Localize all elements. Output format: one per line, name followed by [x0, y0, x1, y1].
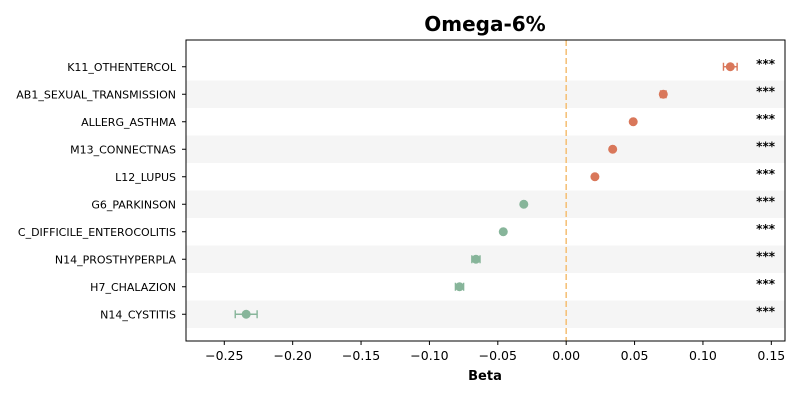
- y-tick-label: ALLERG_ASTHMA: [81, 116, 176, 129]
- significance-label: ***: [756, 194, 776, 208]
- row-band: [186, 190, 785, 218]
- beta-point: [519, 199, 529, 209]
- beta-point: [628, 117, 638, 127]
- row-bands: [186, 80, 785, 328]
- x-tick-label: 0.05: [621, 348, 649, 363]
- x-tick-label: −0.25: [205, 348, 243, 363]
- beta-point: [241, 309, 251, 319]
- y-tick-label: K11_OTHENTERCOL: [67, 61, 177, 74]
- plot-frame: [185, 39, 786, 342]
- beta-point: [608, 144, 618, 154]
- significance-label: ***: [756, 139, 776, 153]
- x-tick-label: −0.15: [342, 348, 380, 363]
- forest-row: ***: [471, 249, 776, 264]
- y-tick-label: AB1_SEXUAL_TRANSMISSION: [16, 88, 176, 101]
- significance-label: ***: [756, 277, 776, 291]
- y-tick-label: M13_CONNECTNAS: [70, 143, 176, 156]
- significance-label: ***: [756, 222, 776, 236]
- x-axis-label: Beta: [468, 369, 502, 384]
- significance-label: ***: [756, 57, 776, 71]
- significance-label: ***: [756, 249, 776, 263]
- x-tick-label: −0.20: [274, 348, 312, 363]
- beta-point: [658, 89, 668, 99]
- x-tick-label: 0.15: [757, 348, 785, 363]
- chart-title: Omega-6%: [424, 12, 545, 36]
- row-band: [186, 135, 785, 163]
- beta-point: [590, 172, 600, 182]
- row-band: [186, 80, 785, 108]
- significance-label: ***: [756, 304, 776, 318]
- rows: *** *** *** *** *** *** *** *** *** ***: [234, 57, 776, 319]
- significance-label: ***: [756, 167, 776, 181]
- x-tick-label: 0.00: [552, 348, 580, 363]
- x-tick-label: 0.10: [689, 348, 717, 363]
- y-tick-label: C_DIFFICILE_ENTEROCOLITIS: [18, 226, 176, 239]
- x-tick-label: −0.10: [410, 348, 448, 363]
- beta-point: [471, 254, 481, 264]
- x-axis: −0.25 −0.20 −0.15 −0.10 −0.05 0.00 0.05 0.10 0.1…: [205, 341, 785, 363]
- y-tick-label: H7_CHALAZION: [90, 281, 176, 294]
- forest-row: ***: [658, 84, 776, 99]
- forest-row: ***: [498, 222, 776, 237]
- x-tick-label: −0.05: [479, 348, 517, 363]
- y-tick-label: N14_PROSTHYPERPLA: [55, 253, 177, 266]
- forest-row: ***: [454, 277, 776, 292]
- row-band: [186, 300, 785, 328]
- beta-point: [455, 282, 465, 292]
- forest-row: ***: [722, 57, 776, 72]
- forest-row: ***: [608, 139, 776, 154]
- y-tick-label: G6_PARKINSON: [91, 198, 176, 211]
- forest-row: ***: [234, 304, 776, 319]
- significance-label: ***: [756, 84, 776, 98]
- beta-point: [725, 62, 735, 72]
- y-tick-label: L12_LUPUS: [115, 171, 176, 184]
- forest-row: ***: [628, 112, 776, 127]
- significance-label: ***: [756, 112, 776, 126]
- forest-row: ***: [590, 167, 776, 182]
- row-band: [186, 245, 785, 273]
- beta-point: [498, 227, 508, 237]
- forest-row: ***: [519, 194, 776, 209]
- y-axis: K11_OTHENTERCOL AB1_SEXUAL_TRANSMISSION AL…: [16, 61, 186, 321]
- y-tick-label: N14_CYSTITIS: [100, 308, 176, 321]
